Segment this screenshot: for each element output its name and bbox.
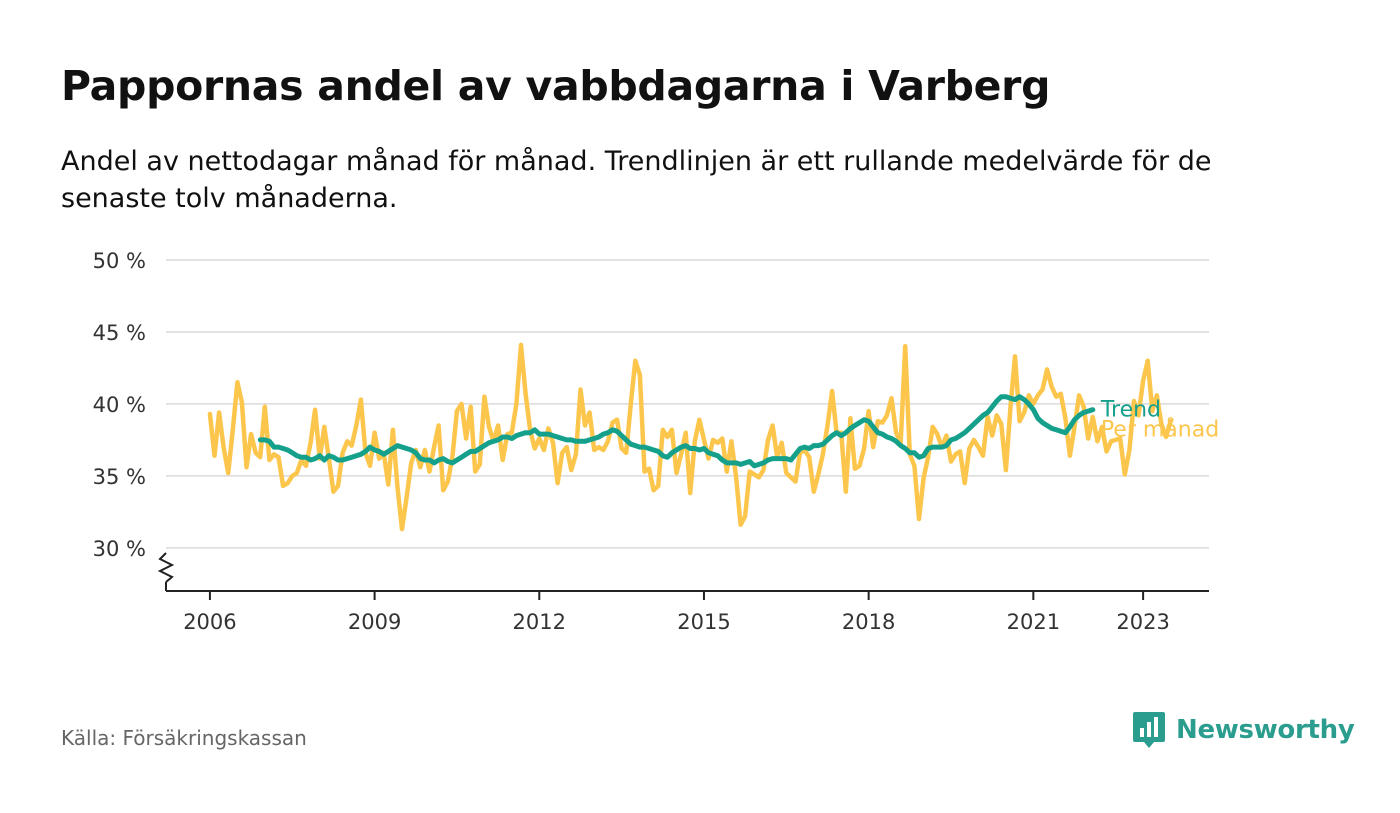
brand-name: Newsworthy	[1176, 715, 1355, 745]
y-tick-label: 40 %	[93, 393, 146, 417]
series-label-per-manad: Per månad	[1101, 417, 1219, 443]
y-axis-ticks: 30 % 35 % 40 % 45 % 50 %	[93, 249, 146, 561]
series-lines	[207, 342, 1173, 532]
y-tick-label: 50 %	[93, 249, 146, 273]
y-tick-label: 45 %	[93, 321, 146, 345]
axis-break-icon	[157, 552, 175, 583]
brand-logo: Newsworthy	[1132, 710, 1355, 750]
chart-subtitle: Andel av nettodagar månad för månad. Tre…	[61, 146, 1212, 214]
bar-chart-logo-icon	[1133, 712, 1165, 748]
series-line-per-manad	[207, 342, 1173, 532]
page-title: Pappornas andel av vabbdagarna i Varberg	[61, 62, 1051, 110]
series-line-trend	[257, 394, 1096, 469]
y-tick-label: 30 %	[93, 537, 146, 561]
x-tick-label: 2012	[513, 610, 566, 634]
x-tick-label: 2006	[183, 610, 236, 634]
x-tick-label: 2009	[348, 610, 401, 634]
x-tick-label: 2023	[1116, 610, 1169, 634]
source-note: Källa: Försäkringskassan	[61, 726, 307, 750]
x-axis	[157, 552, 1209, 592]
y-tick-label: 35 %	[93, 465, 146, 489]
x-axis-ticks: 2006 2009 2012 2015 2018 2021 2023	[183, 591, 1170, 634]
x-tick-label: 2015	[677, 610, 730, 634]
series-label-trend: Trend	[1100, 398, 1161, 423]
x-tick-label: 2018	[842, 610, 895, 634]
line-chart: 30 % 35 % 40 % 45 % 50 % 2006 2009 2012 2015 201…	[93, 249, 1220, 634]
x-tick-label: 2021	[1007, 610, 1060, 634]
gridlines	[166, 259, 1209, 549]
